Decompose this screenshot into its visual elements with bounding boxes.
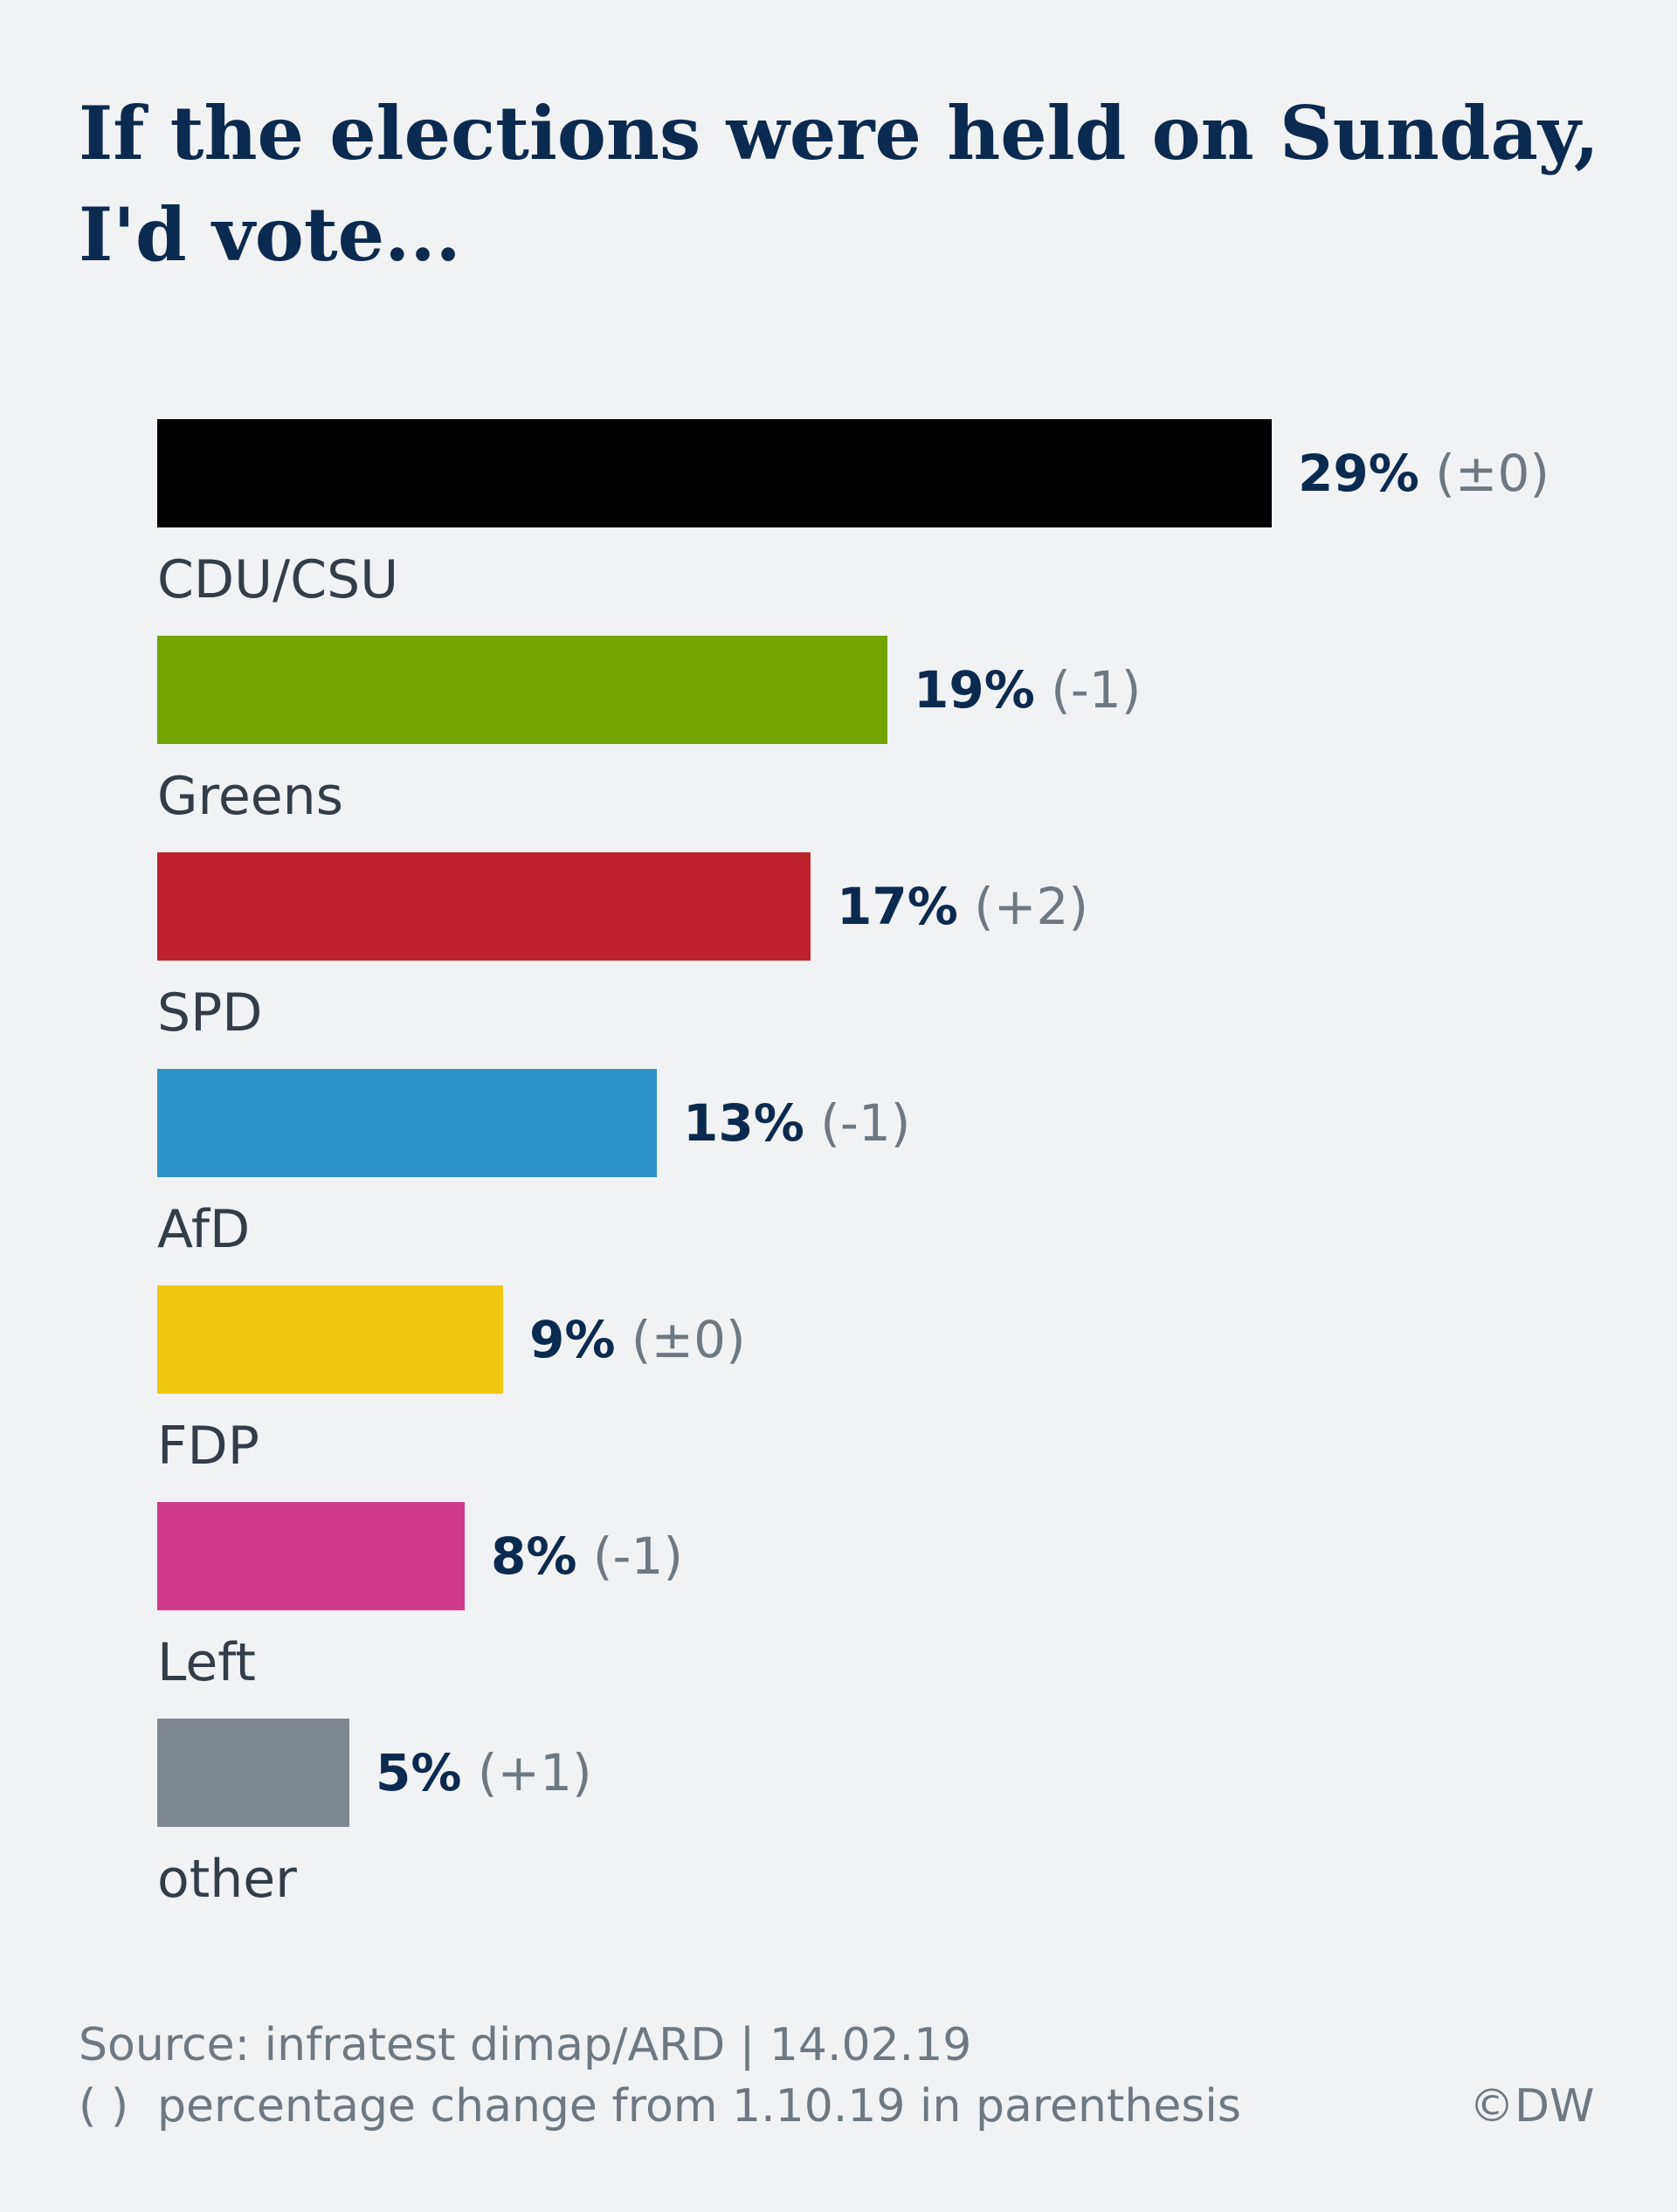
change-label-3: (-1): [804, 1093, 911, 1153]
category-label-2: SPD: [157, 982, 262, 1044]
change-label-0: (±0): [1419, 444, 1549, 503]
bar-5: [157, 1502, 465, 1610]
category-label-1: Greens: [157, 766, 343, 827]
data-label-5: 8% (-1): [491, 1526, 683, 1586]
note-text: percentage change from 1.10.19 in parent…: [157, 2080, 1241, 2133]
category-label-4: FDP: [157, 1416, 259, 1477]
value-label-0: 29%: [1298, 444, 1419, 503]
data-label-1: 19% (-1): [914, 660, 1141, 720]
bar-2: [157, 852, 811, 961]
data-label-0: 29% (±0): [1298, 444, 1549, 503]
bar-6: [157, 1719, 349, 1827]
bar-0: [157, 419, 1272, 527]
bar-4: [157, 1285, 503, 1394]
source-note: Source: infratest dimap/ARD | 14.02.19: [79, 2019, 972, 2071]
category-label-6: other: [157, 1849, 297, 1910]
bar-1: [157, 636, 887, 744]
data-label-2: 17% (+2): [837, 877, 1088, 936]
data-label-6: 5% (+1): [376, 1743, 592, 1802]
value-label-2: 17%: [837, 877, 958, 936]
value-label-6: 5%: [376, 1743, 461, 1802]
change-note: ( ) percentage change from 1.10.19 in par…: [79, 2080, 1241, 2133]
category-label-5: Left: [157, 1632, 256, 1693]
chart-title: If the elections were held on Sunday, I'…: [79, 90, 1599, 278]
value-label-4: 9%: [529, 1310, 615, 1369]
bar-3: [157, 1069, 657, 1177]
change-label-5: (-1): [576, 1526, 683, 1586]
category-label-0: CDU/CSU: [157, 549, 398, 610]
change-label-4: (±0): [615, 1310, 745, 1369]
value-label-1: 19%: [914, 660, 1035, 720]
value-label-5: 8%: [491, 1526, 576, 1586]
value-label-3: 13%: [683, 1093, 804, 1153]
bar-chart: 29% (±0) CDU/CSU 19% (-1) Greens 17% (+2) SPD…: [157, 419, 1549, 1910]
note-symbol: ( ): [79, 2080, 129, 2133]
data-label-3: 13% (-1): [683, 1093, 910, 1153]
change-label-2: (+2): [958, 877, 1088, 936]
data-label-4: 9% (±0): [529, 1310, 746, 1369]
category-label-3: AfD: [157, 1199, 250, 1260]
change-label-6: (+1): [461, 1743, 591, 1802]
credit: ©DW: [1469, 2080, 1595, 2133]
change-label-1: (-1): [1035, 660, 1142, 720]
